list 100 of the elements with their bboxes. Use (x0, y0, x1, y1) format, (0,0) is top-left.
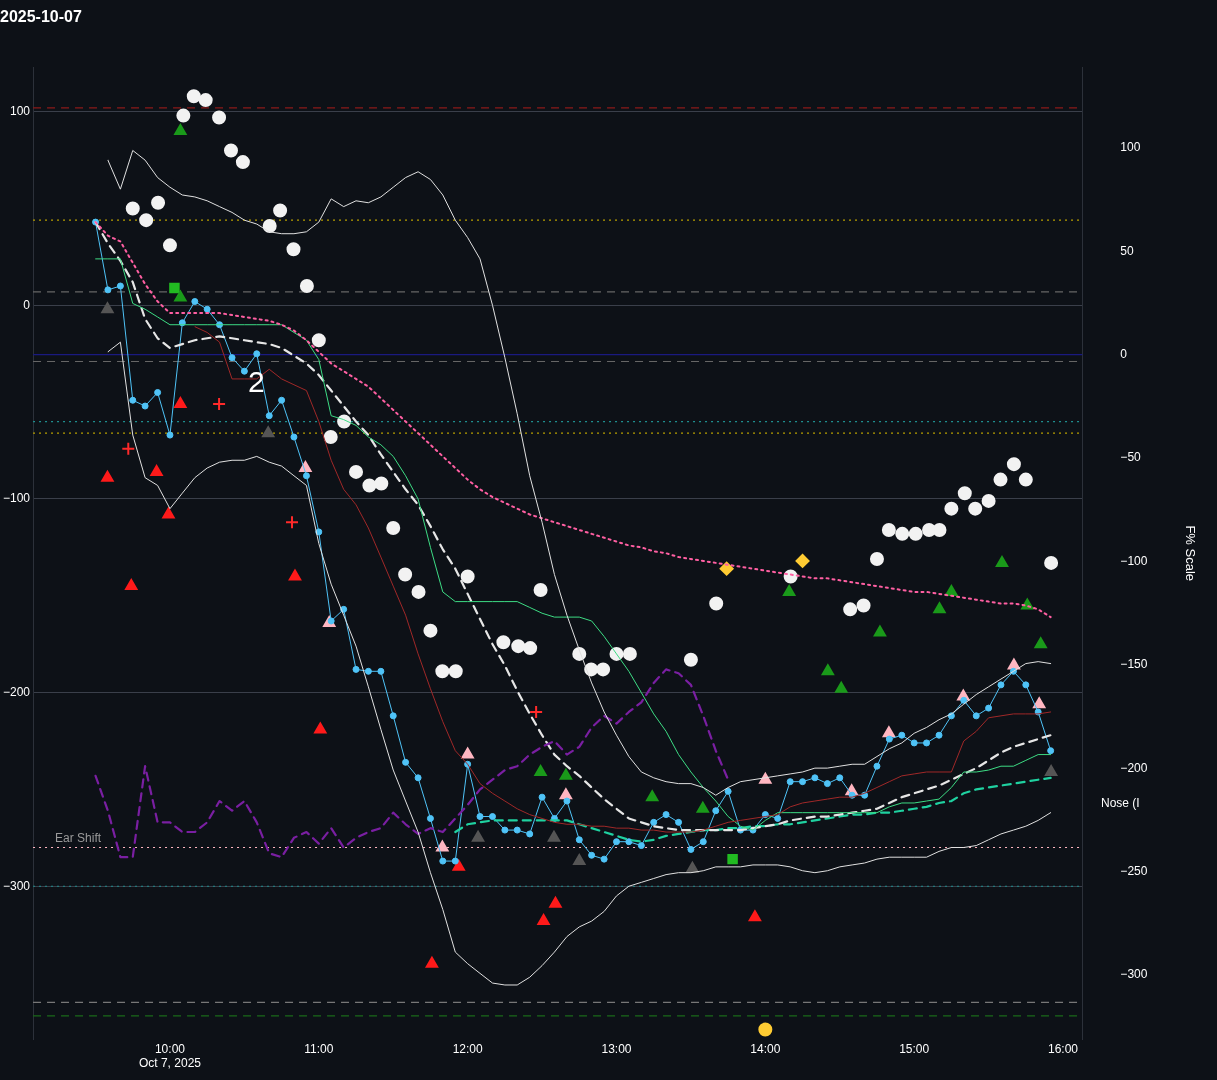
point (411, 584, 426, 599)
point (496, 635, 511, 650)
point (125, 579, 138, 591)
chart-title: 2025-10-07 (0, 8, 82, 26)
point (622, 646, 637, 661)
y2-tick-label: 0 (1120, 346, 1128, 361)
point (139, 213, 154, 228)
point (1018, 472, 1033, 487)
y2-tick-label: −150 (1120, 657, 1148, 672)
point (981, 493, 996, 508)
point (460, 569, 475, 584)
point (908, 526, 923, 541)
point (944, 501, 959, 516)
y2-tick-label: −200 (1120, 760, 1148, 775)
point (436, 840, 449, 852)
point (299, 279, 314, 293)
point (398, 567, 413, 582)
point (471, 830, 485, 842)
point (1044, 765, 1058, 776)
point (709, 596, 724, 611)
point (511, 639, 526, 654)
y-tick-label: −300 (3, 878, 31, 893)
y2-axis-title: F% Scale (1182, 525, 1198, 582)
point (933, 602, 946, 614)
x-tick-label: 12:00 (452, 1041, 483, 1056)
y-tick-label: 100 (10, 104, 31, 119)
point (212, 110, 227, 125)
point (461, 747, 474, 759)
point (646, 790, 659, 802)
point (856, 598, 871, 613)
x-tick-label: 10:00 Oct 7, 2025 (138, 1041, 202, 1071)
point (683, 652, 698, 667)
y-tick-label: −100 (3, 491, 31, 506)
point (1006, 457, 1021, 472)
point (696, 801, 710, 813)
point (212, 397, 227, 412)
point (374, 476, 389, 491)
point (758, 1022, 773, 1037)
point (748, 910, 762, 922)
point (174, 397, 187, 409)
y2-tick-label: −50 (1120, 450, 1142, 465)
point (425, 956, 439, 968)
point (423, 623, 438, 638)
annotation: 2 (248, 365, 265, 399)
y-tick-label: −200 (3, 684, 31, 699)
point (968, 501, 983, 516)
point (534, 765, 547, 776)
point (286, 242, 301, 257)
text: Nose (I (1101, 796, 1140, 811)
point (957, 486, 972, 501)
point (596, 662, 611, 677)
point (386, 521, 401, 536)
point (176, 108, 191, 123)
y2-tick-label: −250 (1120, 864, 1148, 878)
y2-tick-label: 50 (1120, 243, 1135, 258)
x-tick-label: 15:00 (899, 1041, 930, 1056)
y2-tick-label: −300 (1120, 967, 1148, 982)
point (314, 722, 327, 734)
point (362, 478, 377, 493)
point (821, 664, 835, 676)
point (174, 290, 187, 302)
point (235, 155, 250, 170)
y2-tick-label: 100 (1120, 140, 1141, 155)
point (869, 552, 884, 567)
point (795, 553, 810, 568)
point (262, 218, 277, 233)
point (559, 768, 573, 780)
point (719, 561, 734, 576)
point (882, 726, 896, 738)
point (782, 584, 796, 596)
point (727, 853, 738, 865)
point (452, 859, 465, 871)
point (995, 555, 1009, 567)
point (549, 896, 562, 908)
point (169, 282, 180, 294)
point (559, 788, 573, 800)
point (150, 464, 163, 476)
x-tick-label: 16:00 (1048, 1041, 1079, 1056)
y-tick-label: 0 (23, 297, 31, 312)
point (537, 914, 550, 926)
point (932, 522, 947, 537)
point (198, 93, 213, 108)
point (547, 830, 561, 842)
point (993, 472, 1008, 487)
point (843, 602, 858, 617)
ref-line-label: Ear Shift (55, 830, 102, 845)
point (573, 854, 586, 866)
point (285, 515, 300, 530)
point (273, 203, 288, 218)
point (1044, 555, 1059, 570)
x-tick-label: 11:00 (304, 1041, 334, 1056)
x-tick-label: 13:00 (601, 1041, 632, 1056)
point (162, 507, 175, 519)
point (101, 302, 114, 314)
point (125, 201, 140, 216)
x-tick-label: 14:00 (750, 1041, 781, 1056)
point (101, 470, 114, 482)
point (288, 569, 302, 581)
y2-tick-label: −100 (1120, 553, 1148, 568)
point (349, 464, 364, 479)
